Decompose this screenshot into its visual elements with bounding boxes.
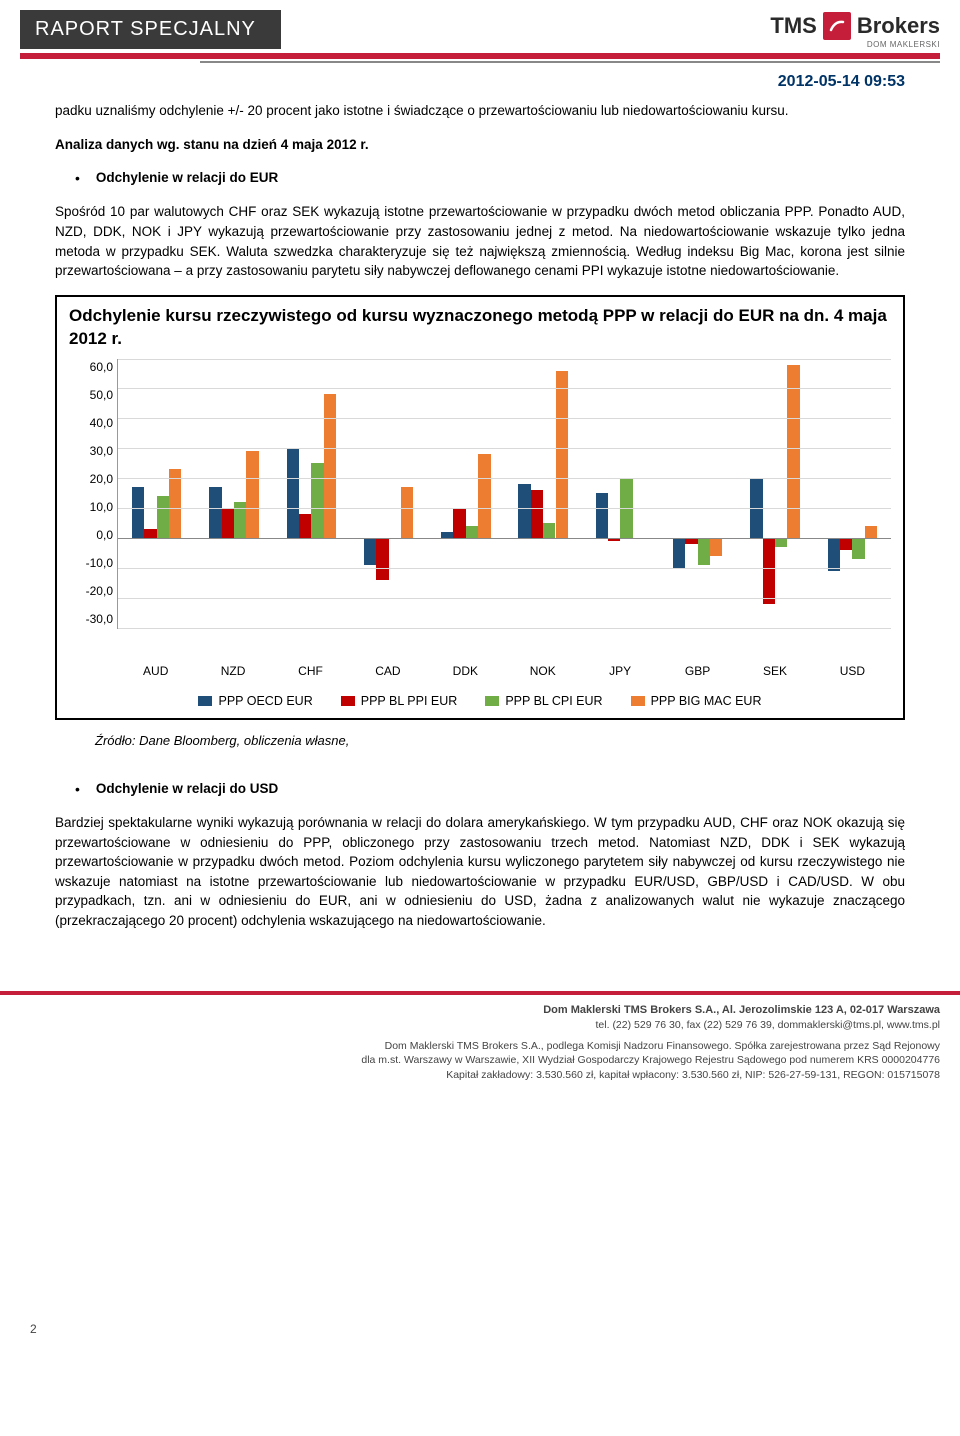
bullet-item: • Odchylenie w relacji do EUR — [55, 168, 905, 188]
bullet-icon: • — [55, 779, 80, 799]
red-divider — [20, 53, 940, 59]
footer-line: Kapitał zakładowy: 3.530.560 zł, kapitał… — [20, 1068, 940, 1083]
page-number: 2 — [30, 1322, 37, 1336]
bullet-label: Odchylenie w relacji do USD — [96, 779, 278, 799]
y-axis: 60,050,040,030,020,010,00,0-10,0-20,0-30… — [69, 359, 117, 629]
logo-text-brokers: Brokers — [857, 13, 940, 39]
logo-icon — [823, 12, 851, 40]
bar-groups — [118, 359, 891, 628]
footer-line: Dom Maklerski TMS Brokers S.A., podlega … — [20, 1039, 940, 1054]
chart-plot-area: 60,050,040,030,020,010,00,0-10,0-20,0-30… — [69, 359, 891, 659]
logo-text-tms: TMS — [770, 13, 816, 39]
timestamp: 2012-05-14 09:53 — [0, 71, 960, 101]
plot-surface — [117, 359, 891, 629]
bullet-icon: • — [55, 168, 80, 188]
grey-divider — [200, 61, 940, 63]
logo-subtitle: DOM MAKLERSKI — [770, 40, 940, 49]
bullet-item: • Odchylenie w relacji do USD — [55, 779, 905, 799]
report-banner: RAPORT SPECJALNY — [20, 10, 281, 49]
paragraph: Spośród 10 par walutowych CHF oraz SEK w… — [55, 202, 905, 280]
chart-legend: PPP OECD EURPPP BL PPI EURPPP BL CPI EUR… — [69, 692, 891, 710]
chart-source: Źródło: Dane Bloomberg, obliczenia własn… — [55, 726, 905, 765]
footer-line: dla m.st. Warszawy w Warszawie, XII Wydz… — [20, 1053, 940, 1068]
chart-container: Odchylenie kursu rzeczywistego od kursu … — [55, 295, 905, 720]
chart-title: Odchylenie kursu rzeczywistego od kursu … — [69, 305, 891, 351]
footer: Dom Maklerski TMS Brokers S.A., Al. Jero… — [0, 991, 960, 1097]
document-header: RAPORT SPECJALNY TMS Brokers DOM MAKLERS… — [0, 0, 960, 49]
footer-line: tel. (22) 529 76 30, fax (22) 529 76 39,… — [20, 1018, 940, 1033]
bullet-label: Odchylenie w relacji do EUR — [96, 168, 278, 188]
logo: TMS Brokers DOM MAKLERSKI — [770, 12, 940, 49]
section-heading: Analiza danych wg. stanu na dzień 4 maja… — [55, 135, 905, 155]
document-body: padku uznaliśmy odchylenie +/- 20 procen… — [0, 101, 960, 931]
footer-firm: Dom Maklerski TMS Brokers S.A., Al. Jero… — [20, 1003, 940, 1018]
x-axis-labels: AUDNZDCHFCADDDKNOKJPYGBPSEKUSD — [117, 659, 891, 680]
paragraph: Bardziej spektakularne wyniki wykazują p… — [55, 813, 905, 930]
paragraph: padku uznaliśmy odchylenie +/- 20 procen… — [55, 101, 905, 121]
